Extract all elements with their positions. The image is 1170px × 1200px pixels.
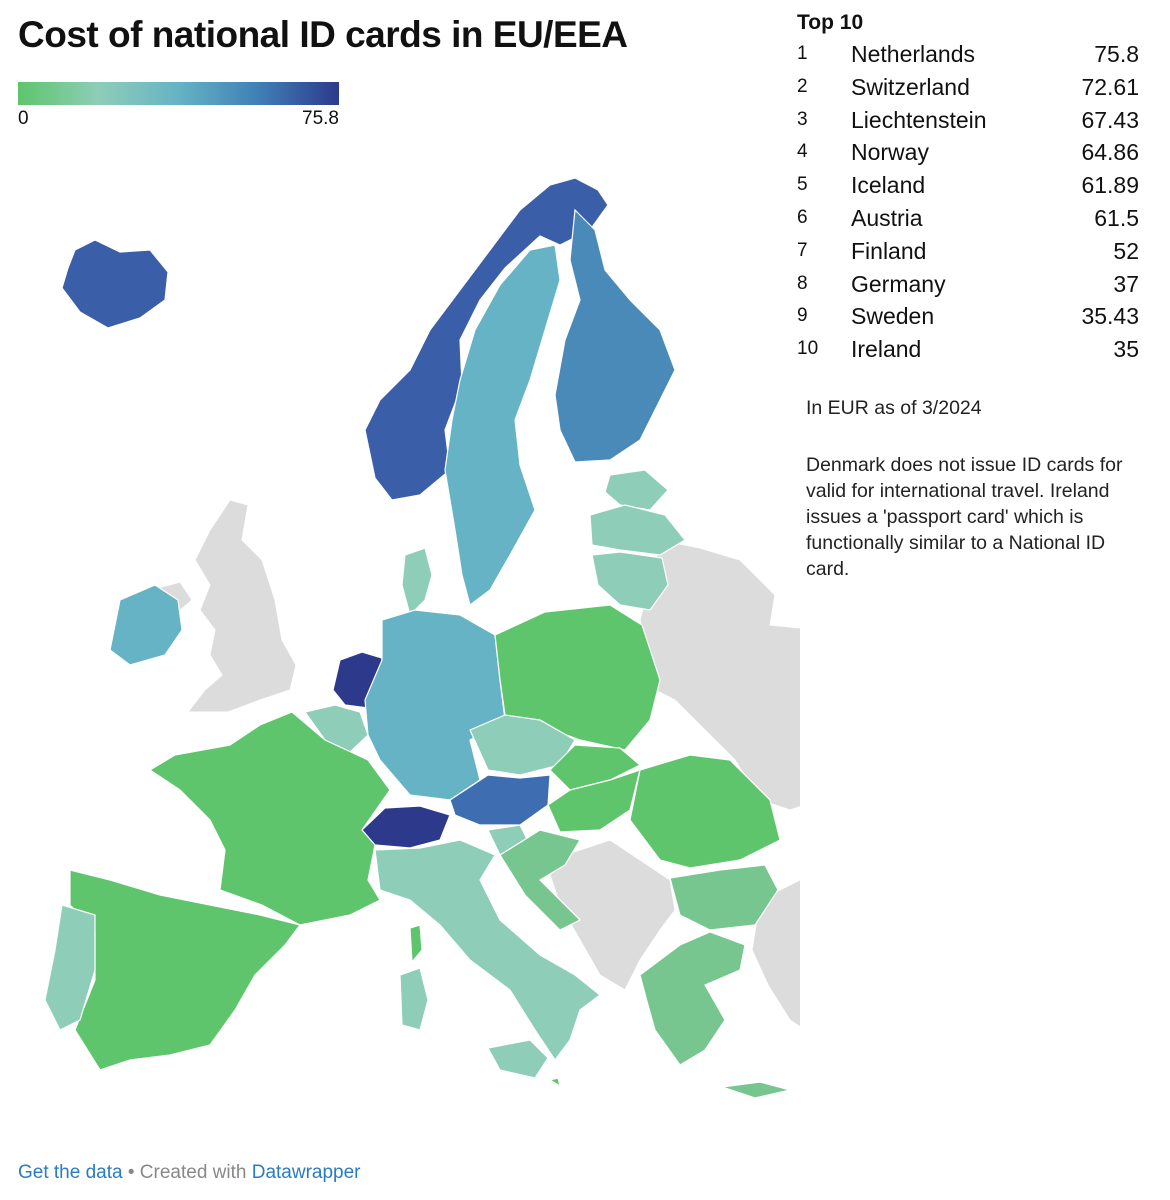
top10-value: 61.5 [1094, 204, 1139, 231]
country-norway[interactable] [364, 177, 609, 501]
top10-rank: 5 [797, 174, 808, 196]
country-italy[interactable] [374, 839, 601, 1062]
country-hungary[interactable] [547, 769, 641, 833]
country-ireland[interactable] [109, 584, 183, 666]
top10-country: Switzerland [851, 73, 970, 100]
country-finland[interactable] [554, 208, 676, 463]
top10-table: Top 10 1 Netherlands 75.8 2 Switzerland 72.61… [797, 8, 1139, 366]
country-poland[interactable] [494, 604, 661, 751]
chart-title: Cost of national ID cards in EU/EEA [18, 14, 628, 55]
top10-country: Ireland [851, 336, 922, 363]
country-portugal[interactable] [44, 904, 96, 1031]
country-denmark[interactable] [401, 547, 433, 617]
top10-heading: Top 10 [797, 11, 864, 34]
top10-value: 35.43 [1081, 303, 1139, 330]
data-countries [44, 177, 791, 1099]
top10-rank: 7 [797, 239, 808, 261]
explanation-note: Denmark does not issue ID cards for vali… [806, 454, 1123, 580]
top10-country: Austria [851, 204, 923, 231]
top10-country: Liechtenstein [851, 106, 987, 133]
top10-value: 75.8 [1094, 41, 1139, 67]
top10-row: 6 Austria 61.5 [797, 202, 1139, 235]
country-latvia[interactable] [589, 504, 686, 556]
country-germany[interactable] [364, 609, 506, 801]
country-iceland[interactable] [61, 239, 169, 329]
top10-value: 67.43 [1081, 106, 1139, 133]
country-france[interactable] [148, 711, 391, 926]
top10-rank: 9 [797, 305, 808, 327]
top10-rank: 3 [797, 108, 808, 130]
top10-row: 8 Germany 37 [797, 268, 1139, 301]
legend-min-label: 0 [18, 108, 29, 129]
top10-value: 61.89 [1081, 172, 1139, 199]
top10-value: 72.61 [1081, 73, 1139, 100]
country-estonia[interactable] [604, 469, 669, 511]
unit-note: In EUR as of 3/2024 [806, 397, 982, 419]
country-turkey[interactable] [751, 820, 800, 1040]
top10-rank: 4 [797, 141, 808, 163]
europe-map [44, 177, 800, 1099]
legend-max-label: 75.8 [302, 108, 339, 129]
country-malta[interactable] [548, 1077, 561, 1088]
country-western-balkans[interactable] [544, 839, 676, 991]
datawrapper-link[interactable]: Datawrapper [251, 1162, 361, 1183]
top10-row: 1 Netherlands 75.8 [797, 38, 1139, 71]
country-sweden[interactable] [444, 244, 561, 607]
top10-value: 52 [1113, 237, 1139, 264]
top10-value: 64.86 [1081, 139, 1139, 166]
top10-country: Netherlands [851, 41, 976, 67]
top10-row: 3 Liechtenstein 67.43 [797, 104, 1139, 137]
get-data-link[interactable]: Get the data [18, 1162, 123, 1183]
country-crete[interactable] [721, 1081, 791, 1099]
top10-rank: 2 [797, 75, 808, 97]
top10-rank: 1 [797, 43, 808, 64]
country-bulgaria[interactable] [669, 864, 779, 931]
top10-row: 2 Switzerland 72.61 [797, 71, 1139, 104]
top10-row: 10 Ireland 35 [797, 333, 1139, 366]
color-legend: 0 75.8 [18, 82, 339, 130]
footer-separator: • Created with [122, 1162, 252, 1183]
top10-rank: 10 [797, 338, 819, 360]
top10-row: 7 Finland 52 [797, 235, 1139, 268]
top10-country: Germany [851, 270, 946, 297]
country-sardinia[interactable] [399, 967, 429, 1031]
country-lithuania[interactable] [591, 551, 669, 611]
top10-rank: 8 [797, 272, 808, 294]
legend-gradient-bar [18, 82, 339, 105]
country-sicily[interactable] [487, 1039, 549, 1079]
country-romania[interactable] [629, 754, 781, 869]
country-corsica[interactable] [409, 924, 423, 964]
country-greece[interactable] [639, 931, 746, 1066]
top10-row: 9 Sweden 35.43 [797, 300, 1139, 333]
top10-value: 37 [1113, 270, 1139, 297]
top10-country: Sweden [851, 303, 935, 330]
top10-country: Iceland [851, 172, 926, 199]
top10-rows: 1 Netherlands 75.8 2 Switzerland 72.61 3 Liecht… [797, 38, 1139, 366]
country-croatia[interactable] [499, 829, 582, 931]
top10-country: Finland [851, 237, 927, 264]
top10-value: 35 [1113, 336, 1139, 363]
top10-row: 5 Iceland 61.89 [797, 169, 1139, 202]
top10-row: 4 Norway 64.86 [797, 136, 1139, 169]
footer: Get the data • Created with Datawrapper [18, 1162, 361, 1184]
country-united-kingdom[interactable] [186, 499, 297, 713]
top10-rank: 6 [797, 206, 808, 228]
country-switzerland[interactable] [361, 805, 451, 849]
top10-country: Norway [851, 139, 929, 166]
